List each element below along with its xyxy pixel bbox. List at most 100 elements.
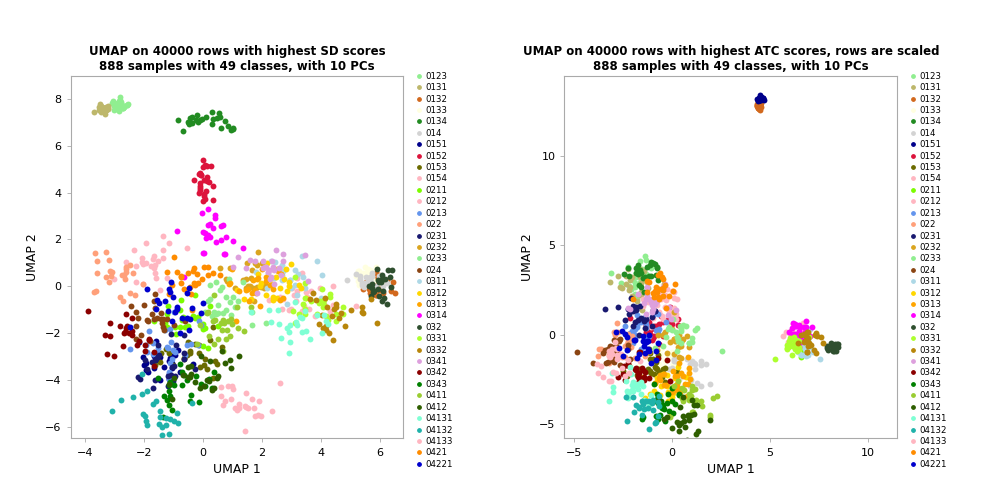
- Point: [275, 249, 291, 258]
- Point: [654, 401, 670, 409]
- Point: [152, 353, 168, 361]
- Point: [214, 343, 230, 351]
- Point: [375, 275, 391, 283]
- Point: [200, 309, 216, 317]
- Point: [615, 367, 631, 375]
- Point: [608, 343, 624, 351]
- Point: [668, 386, 684, 394]
- Point: [651, 392, 667, 400]
- Point: [161, 349, 177, 357]
- Point: [632, 272, 648, 280]
- Point: [593, 362, 609, 370]
- Point: [320, 320, 336, 328]
- Point: [797, 338, 813, 346]
- Point: [153, 431, 169, 439]
- Point: [634, 306, 650, 314]
- Point: [151, 420, 167, 428]
- Point: [375, 282, 391, 290]
- Point: [804, 348, 821, 356]
- Point: [247, 412, 263, 420]
- Point: [294, 313, 310, 322]
- Point: [632, 273, 648, 281]
- Point: [663, 384, 679, 392]
- Point: [262, 281, 278, 289]
- Point: [154, 413, 170, 421]
- Point: [790, 343, 806, 351]
- Point: [787, 345, 803, 353]
- Point: [269, 265, 285, 273]
- Point: [791, 321, 807, 329]
- Point: [248, 289, 264, 297]
- Point: [666, 335, 682, 343]
- Point: [206, 374, 222, 383]
- Point: [799, 341, 815, 349]
- Point: [172, 360, 188, 368]
- Point: [749, 102, 765, 110]
- Point: [790, 330, 806, 338]
- Point: [343, 305, 359, 313]
- Point: [162, 354, 178, 362]
- Point: [141, 327, 157, 335]
- Point: [272, 379, 288, 387]
- Point: [275, 267, 291, 275]
- Point: [297, 305, 313, 313]
- Point: [112, 102, 128, 110]
- Point: [797, 334, 813, 342]
- Point: [235, 278, 251, 286]
- Point: [639, 277, 655, 285]
- Point: [237, 402, 253, 410]
- Point: [214, 347, 230, 355]
- Point: [161, 290, 177, 298]
- Point: [648, 347, 664, 355]
- Point: [656, 330, 672, 338]
- Point: [229, 286, 245, 294]
- Point: [667, 372, 683, 381]
- Point: [682, 376, 699, 385]
- Point: [826, 341, 842, 349]
- Point: [645, 332, 661, 340]
- Point: [160, 372, 176, 381]
- Point: [102, 267, 118, 275]
- Point: [617, 316, 633, 324]
- Point: [245, 276, 261, 284]
- Point: [684, 382, 701, 390]
- Point: [791, 337, 807, 345]
- Point: [775, 332, 791, 340]
- Point: [215, 347, 231, 355]
- Point: [196, 249, 212, 257]
- Point: [778, 328, 794, 336]
- Point: [147, 289, 163, 297]
- Point: [175, 313, 192, 322]
- Point: [601, 377, 617, 385]
- Point: [657, 291, 673, 299]
- Point: [655, 283, 671, 291]
- Point: [781, 341, 797, 349]
- Point: [289, 291, 305, 299]
- Point: [282, 305, 298, 313]
- Point: [679, 332, 696, 340]
- Point: [675, 417, 691, 425]
- Point: [203, 220, 219, 228]
- Point: [188, 270, 205, 278]
- Point: [278, 265, 294, 273]
- Point: [685, 400, 702, 408]
- Point: [668, 382, 684, 390]
- Point: [161, 392, 177, 400]
- Point: [185, 264, 202, 272]
- Point: [206, 308, 222, 316]
- Point: [641, 332, 657, 340]
- Point: [288, 321, 304, 329]
- Point: [794, 341, 810, 349]
- Point: [638, 333, 654, 341]
- Point: [616, 270, 632, 278]
- Point: [783, 338, 799, 346]
- Point: [661, 306, 677, 314]
- Point: [752, 102, 768, 110]
- Point: [641, 347, 657, 355]
- Point: [663, 353, 679, 361]
- Point: [91, 103, 107, 111]
- Point: [356, 270, 372, 278]
- Point: [147, 361, 163, 369]
- Point: [639, 263, 655, 271]
- Point: [154, 246, 170, 254]
